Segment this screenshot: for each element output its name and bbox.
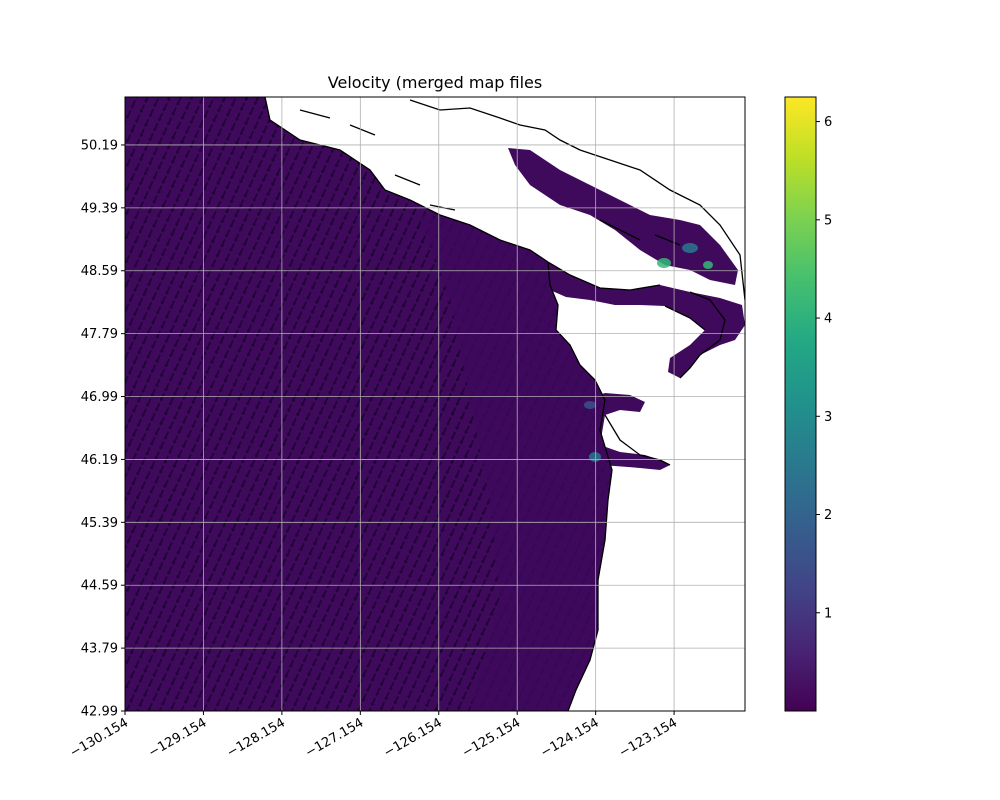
axes-frame <box>124 96 746 712</box>
y-tick-label: 45.39 <box>81 516 118 531</box>
y-tick-label: 49.39 <box>81 201 118 216</box>
hotspot-san-juan-3 <box>703 261 713 269</box>
x-tick-label: −130.154 <box>68 715 131 760</box>
plot-area <box>125 97 745 711</box>
x-tick-label: −127.154 <box>303 715 366 760</box>
velocity-field-georgia <box>508 148 738 285</box>
x-tick-label: −124.154 <box>538 715 601 760</box>
colorbar-tick-label: 4 <box>824 312 832 327</box>
y-tick-label: 46.99 <box>81 390 118 405</box>
colorbar-frame <box>784 96 817 712</box>
colorbar-tick-label: 1 <box>824 606 832 621</box>
colorbar-tick-label: 6 <box>824 115 832 130</box>
coastline-columbia <box>604 414 671 466</box>
x-tick-label: −126.154 <box>381 715 444 760</box>
hotspot-grays-harbor <box>584 401 596 409</box>
y-tick-label: 47.79 <box>81 327 118 342</box>
y-tick-label: 48.59 <box>81 264 118 279</box>
colorbar-tick-label: 2 <box>824 508 832 523</box>
colorbar: 1 2 3 4 5 6 <box>784 96 832 712</box>
y-tick-label: 50.19 <box>81 138 118 153</box>
y-axis-ticks: 42.99 43.79 44.59 45.39 46.19 46.99 47.79 48.59… <box>81 138 125 720</box>
y-tick-label: 44.59 <box>81 579 118 594</box>
grid-lines <box>125 97 745 711</box>
coastline-mainland-north <box>409 99 745 301</box>
y-tick-label: 46.19 <box>81 453 118 468</box>
coastline-puget-sound <box>664 291 726 379</box>
hotspot-san-juan-2 <box>682 243 698 253</box>
x-tick-label: −129.154 <box>146 715 209 760</box>
x-axis-ticks: −130.154 −129.154 −128.154 −127.154 −126.154… <box>68 711 680 761</box>
colorbar-tick-label: 5 <box>824 213 832 228</box>
y-tick-label: 42.99 <box>81 705 118 720</box>
x-tick-label: −128.154 <box>224 715 287 760</box>
x-tick-label: −125.154 <box>460 715 523 760</box>
colorbar-gradient <box>785 97 816 711</box>
colorbar-tick-label: 3 <box>824 410 832 425</box>
y-tick-label: 43.79 <box>81 642 118 657</box>
chart-title: Velocity (merged map files <box>328 73 542 92</box>
velocity-field-strait <box>548 262 745 378</box>
hotspot-columbia-mouth <box>589 452 601 462</box>
colorbar-ticks: 1 2 3 4 5 6 <box>816 115 832 621</box>
hotspot-san-juan-1 <box>657 258 671 268</box>
x-tick-label: −123.154 <box>617 715 680 760</box>
